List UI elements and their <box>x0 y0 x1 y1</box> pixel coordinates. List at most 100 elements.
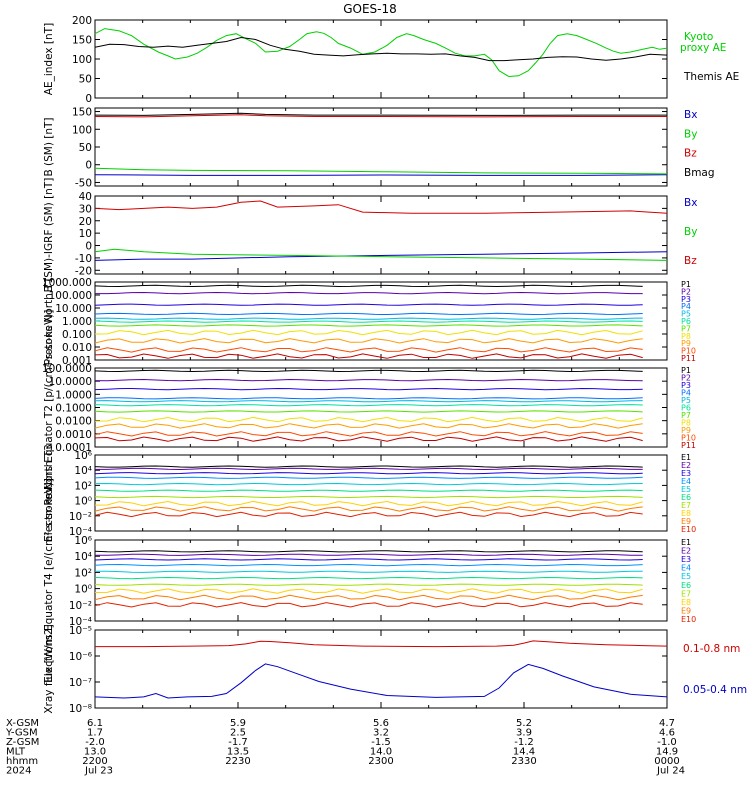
footer-value: 4.7 <box>659 718 675 729</box>
legend-e6: E6 <box>681 581 691 590</box>
series-e6 <box>94 576 643 580</box>
footer-value: 6.1 <box>87 718 103 729</box>
y-tick-label: 10² <box>74 567 92 579</box>
legend-e8: E8 <box>681 598 691 607</box>
series-e9 <box>94 594 643 601</box>
legend-e5: E5 <box>681 485 691 494</box>
y-tick-label: 10² <box>74 480 92 492</box>
y-tick-label: 50 <box>79 142 92 154</box>
series-p5 <box>94 317 643 320</box>
series-themis-ae <box>94 36 668 62</box>
series-p6 <box>94 320 643 323</box>
footer-value: 2300 <box>368 756 393 767</box>
legend-p8: P8 <box>681 332 691 341</box>
panel-electrons-t3: 10⁶ 10⁴ 10² 10⁰ 10⁻² 10⁻⁴ Electrons North T3 E1… <box>43 444 696 542</box>
series-p4 <box>94 397 643 400</box>
series-e1 <box>94 465 643 468</box>
legend-bz: Bz <box>684 255 697 267</box>
y-tick-label: 0.0100 <box>55 416 92 428</box>
footer-value: -1.0 <box>657 737 677 748</box>
legend-e2: E2 <box>681 547 691 556</box>
y-tick-label: 20 <box>79 216 92 228</box>
y-tick-label: 1000.000 <box>42 277 92 289</box>
footer-value: -1.2 <box>514 737 534 748</box>
y-tick-label: 100 <box>72 124 92 136</box>
series-kyoto-proxy-ae <box>94 28 668 78</box>
series-p10 <box>94 347 643 353</box>
y-tick-label: 1.000 <box>62 316 92 328</box>
legend-p4: P4 <box>681 389 691 398</box>
panel-protons-t2: 100.000010.00001.00000.10000.01000.00100… <box>42 310 696 506</box>
y-tick-label: 1.0000 <box>55 389 92 401</box>
series-p11 <box>94 353 643 359</box>
legend-p6: P6 <box>681 404 691 413</box>
legend-p11: P11 <box>681 441 696 450</box>
series-by <box>94 167 668 175</box>
series-p5 <box>94 400 643 403</box>
y-tick-label: 10⁴ <box>74 465 92 477</box>
y-tick-label: 10⁻⁴ <box>69 616 92 628</box>
series-p9 <box>94 423 643 429</box>
legend-p10: P10 <box>681 434 696 443</box>
y-axis-label: B (SM) [nT] <box>43 117 55 176</box>
footer-value: Jul 24 <box>656 766 685 777</box>
y-tick-label: 0.1000 <box>55 403 92 415</box>
series-p4 <box>94 312 643 316</box>
legend-e7: E7 <box>681 501 691 510</box>
series-p7 <box>94 324 643 327</box>
footer-value: 2230 <box>225 756 250 767</box>
y-tick-label: 10⁻⁴ <box>69 526 92 538</box>
panel-electrons-t4: 10⁶ 10⁴ 10² 10⁰ 10⁻² 10⁻⁴ Electrons Equator T4… <box>43 478 696 683</box>
footer-value: 0000 <box>654 756 679 767</box>
legend-e6: E6 <box>681 493 691 502</box>
legend-themis-ae: Themis AE <box>683 71 739 83</box>
series-e3 <box>94 558 643 561</box>
series-by <box>94 248 668 261</box>
legend-e3: E3 <box>681 469 691 478</box>
legend-p9: P9 <box>681 426 691 435</box>
legend-p8: P8 <box>681 419 691 428</box>
footer-row-label: Z-GSM <box>6 737 39 748</box>
series-e4 <box>94 563 643 567</box>
legend-e10: E10 <box>681 525 696 534</box>
panel-frame <box>94 629 668 709</box>
y-axis-label: Xray flux [W/m2] <box>43 624 55 713</box>
y-tick-label: 150 <box>72 107 92 119</box>
legend-long-band: 0.1-0.8 nm <box>683 643 740 655</box>
legend-e8: E8 <box>681 509 691 518</box>
legend-proxy-ae: proxy AE <box>680 42 726 54</box>
series-e5 <box>94 570 643 573</box>
footer-value: Jul 23 <box>84 766 113 777</box>
y-tick-label: 10⁰ <box>74 496 92 508</box>
series-e2 <box>95 467 643 471</box>
series-e7 <box>94 583 643 586</box>
y-tick-label: 10⁻⁶ <box>69 651 92 663</box>
y-axis-label: Protons Equator T2 [p/(cm²-s-sr-keV)] <box>43 310 55 506</box>
y-tick-label: -50 <box>75 177 92 189</box>
footer-value: 5.2 <box>516 718 532 729</box>
y-tick-label: 10⁻² <box>69 600 92 612</box>
series-e8 <box>94 588 643 594</box>
series-p1 <box>94 284 643 288</box>
y-tick-label: 0 <box>85 160 92 172</box>
y-axis-label: B (SM)-IGRF (SM) [nT] <box>43 178 55 293</box>
legend-bz: Bz <box>684 148 697 160</box>
y-tick-label: 100.0000 <box>42 363 92 375</box>
series-e5 <box>94 482 643 486</box>
series-bmag <box>94 112 667 116</box>
y-tick-label: 0 <box>85 93 92 105</box>
series-p10 <box>94 431 643 437</box>
legend-e9: E9 <box>681 517 691 526</box>
legend-bx: Bx <box>684 109 697 121</box>
footer-value: 5.6 <box>373 718 389 729</box>
legend-bx: Bx <box>684 197 697 209</box>
legend-e9: E9 <box>681 606 691 615</box>
y-tick-label: 0.010 <box>62 342 92 354</box>
panel-protons-t1: 1000.000100.00010.0001.0000.1000.0100.00… <box>42 277 696 367</box>
footer-value: -1.5 <box>371 737 391 748</box>
y-tick-label: 0.0001 <box>55 442 92 454</box>
